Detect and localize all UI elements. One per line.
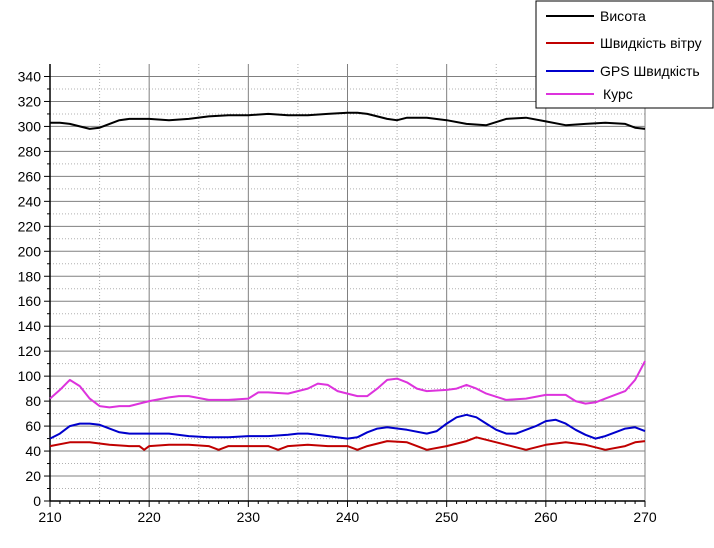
legend-label-1: Висота (600, 8, 646, 24)
x-tick-labels: 210 220 230 240 250 260 270 (38, 509, 657, 525)
y-tick-label: 100 (18, 368, 42, 384)
y-tick-label: 320 (18, 93, 42, 109)
y-tick-label: 260 (18, 168, 42, 184)
series-line-1 (50, 111, 646, 130)
x-tick-label: 220 (137, 509, 161, 525)
legend-label-4: Курс (603, 86, 633, 102)
y-tick-label: 240 (18, 193, 42, 209)
legend-items: Висота Швидкість вітру GPS Швидкість Курс (546, 8, 702, 102)
series-line-4 (49, 360, 646, 409)
y-tick-label: 60 (25, 418, 41, 434)
y-tick-label: 120 (18, 343, 42, 359)
y-tick-label: 280 (18, 143, 42, 159)
y-tick-label: 300 (18, 118, 42, 134)
x-tick-label: 270 (633, 509, 657, 525)
x-tick-label: 240 (336, 509, 360, 525)
x-tick-label: 260 (534, 509, 558, 525)
legend-label-2: Швидкість вітру (600, 35, 702, 51)
y-tick-label: 20 (25, 468, 41, 484)
y-tick-label: 140 (18, 318, 42, 334)
y-tick-label: 80 (25, 393, 41, 409)
y-tick-labels: 0 20 40 60 80 100 120 140 160 180 200 220 240 260 280 3… (18, 68, 42, 509)
y-tick-label: 180 (18, 268, 42, 284)
y-tick-label: 40 (25, 443, 41, 459)
x-tick-label: 230 (237, 509, 261, 525)
y-tick-label: 340 (18, 68, 42, 84)
series-layer (49, 111, 646, 451)
x-tick-label: 210 (38, 509, 62, 525)
y-tick-label: 220 (18, 218, 42, 234)
y-tick-label: 0 (33, 493, 41, 509)
series-line-3 (49, 413, 646, 440)
legend: Висота Швидкість вітру GPS Швидкість Курс (535, 0, 714, 109)
x-tick-label: 250 (435, 509, 459, 525)
y-tick-label: 200 (18, 243, 42, 259)
legend-label-3: GPS Швидкість (600, 63, 700, 79)
y-tick-label: 160 (18, 293, 42, 309)
series-line-2 (49, 436, 646, 451)
legend-box (535, 0, 714, 109)
axes (44, 64, 646, 507)
